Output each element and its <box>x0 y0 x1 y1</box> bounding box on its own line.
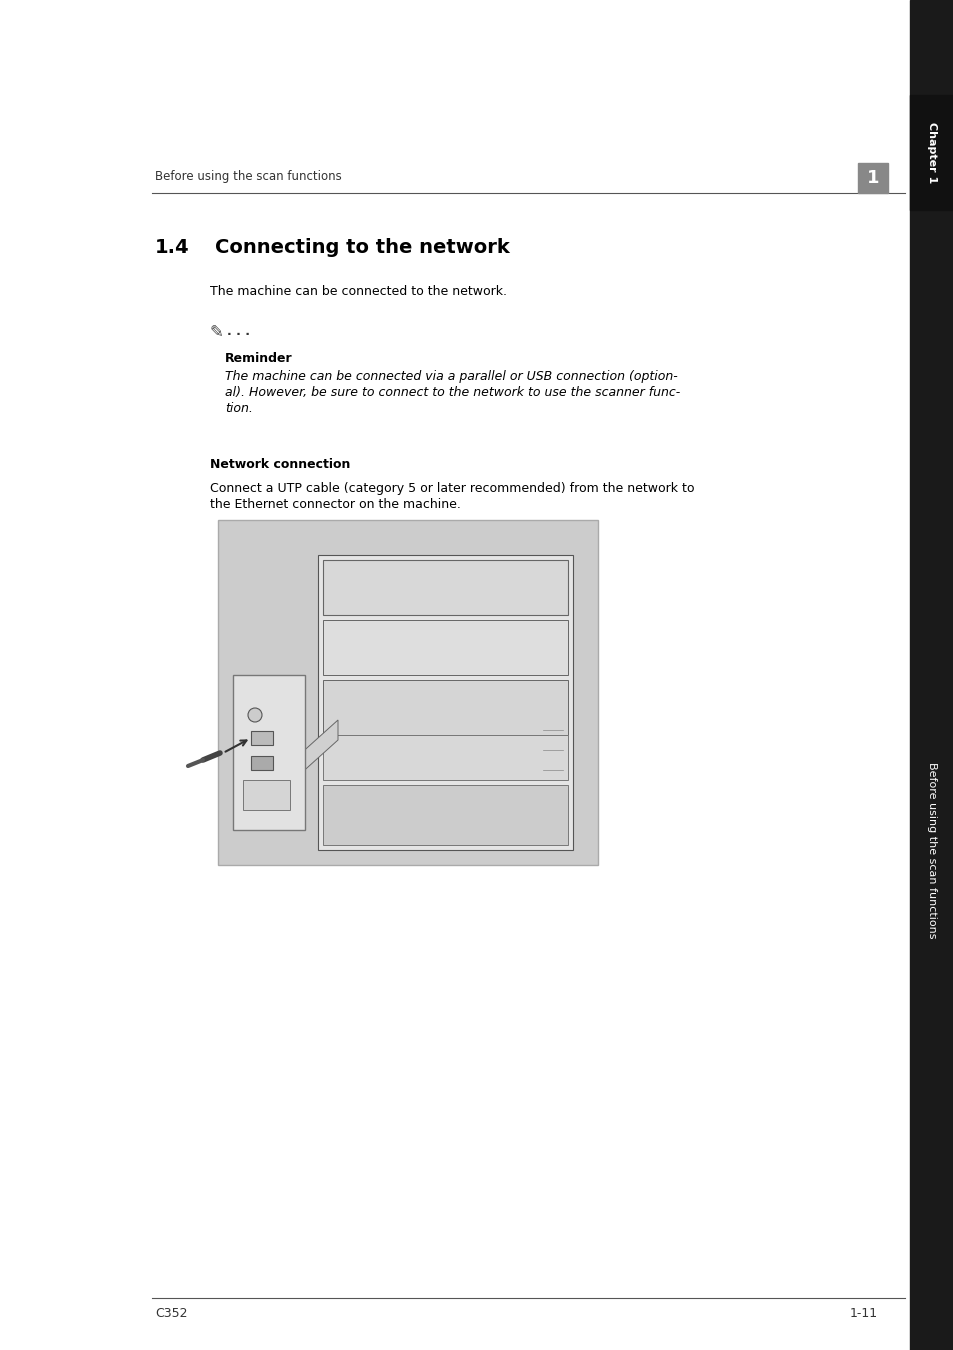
Bar <box>857 163 887 193</box>
Bar <box>251 730 273 745</box>
Polygon shape <box>288 720 337 784</box>
Bar <box>233 675 305 830</box>
Text: The machine can be connected to the network.: The machine can be connected to the netw… <box>210 285 506 298</box>
Bar <box>323 560 567 616</box>
Text: Connect a UTP cable (category 5 or later recommended) from the network to: Connect a UTP cable (category 5 or later… <box>210 482 694 495</box>
Text: 1: 1 <box>866 169 879 188</box>
Text: 1.4: 1.4 <box>154 238 190 256</box>
Bar <box>243 780 290 810</box>
Bar <box>909 95 953 211</box>
Bar <box>323 680 567 734</box>
Text: . . .: . . . <box>227 325 250 338</box>
Bar <box>323 620 567 675</box>
Bar <box>251 756 273 770</box>
Bar <box>909 0 953 1350</box>
Bar <box>317 555 573 850</box>
Text: Before using the scan functions: Before using the scan functions <box>926 761 936 938</box>
Circle shape <box>248 707 262 722</box>
Text: the Ethernet connector on the machine.: the Ethernet connector on the machine. <box>210 498 460 512</box>
Text: ✎: ✎ <box>210 323 224 342</box>
Bar <box>323 784 567 845</box>
Text: tion.: tion. <box>225 402 253 414</box>
Text: al). However, be sure to connect to the network to use the scanner func-: al). However, be sure to connect to the … <box>225 386 679 400</box>
Text: The machine can be connected via a parallel or USB connection (option-: The machine can be connected via a paral… <box>225 370 677 383</box>
Text: Before using the scan functions: Before using the scan functions <box>154 170 341 184</box>
Text: Reminder: Reminder <box>225 352 293 365</box>
Text: Chapter 1: Chapter 1 <box>926 122 936 184</box>
Bar <box>218 520 598 865</box>
Text: Network connection: Network connection <box>210 458 350 471</box>
Text: Connecting to the network: Connecting to the network <box>214 238 509 256</box>
Text: 1-11: 1-11 <box>849 1307 877 1320</box>
Text: C352: C352 <box>154 1307 188 1320</box>
Bar <box>323 734 567 780</box>
